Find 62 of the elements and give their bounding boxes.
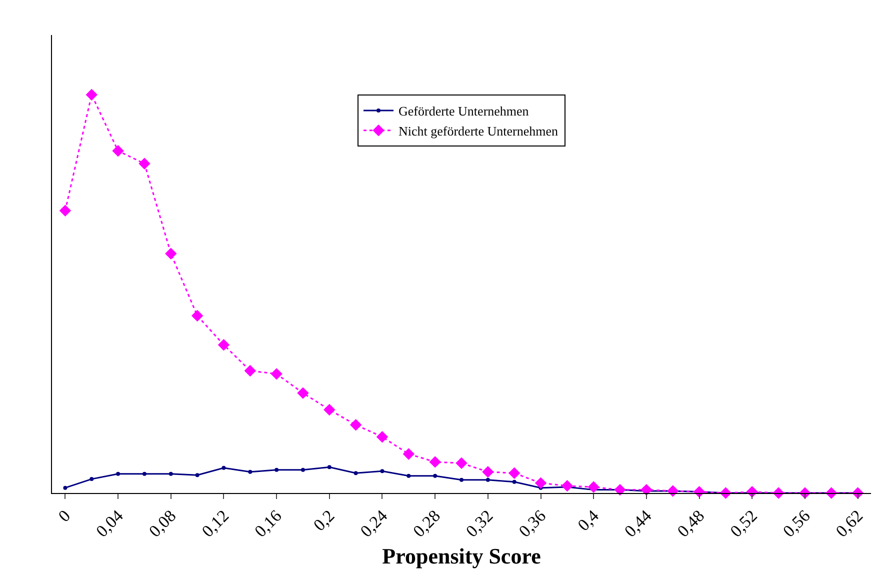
point	[376, 431, 388, 443]
point	[402, 448, 415, 460]
point	[59, 204, 72, 216]
point	[380, 469, 384, 474]
point	[456, 457, 468, 469]
point	[512, 480, 516, 484]
point	[244, 364, 256, 377]
point	[165, 248, 177, 260]
point	[195, 473, 200, 478]
point	[297, 387, 309, 399]
point	[63, 486, 68, 490]
x-tick-label: 0,16	[250, 506, 286, 541]
point	[614, 484, 626, 496]
point	[354, 471, 358, 476]
point	[191, 310, 204, 322]
x-tick-label: 0,24	[356, 506, 392, 541]
legend-label: Nicht geförderte Unternehmen	[398, 123, 559, 138]
point	[720, 487, 732, 499]
point	[222, 466, 226, 470]
point	[508, 467, 520, 479]
x-tick-label: 0,32	[462, 506, 497, 541]
x-tick-label: 0,4	[574, 506, 603, 535]
point	[324, 404, 336, 416]
x-tick-label: 0,08	[145, 506, 180, 541]
x-tick-label: 0	[54, 506, 74, 526]
x-tick-label: 0,12	[198, 506, 233, 541]
point	[142, 472, 146, 476]
point	[460, 478, 464, 482]
x-tick-label: 0,2	[310, 506, 338, 535]
x-tick-label: 0,44	[620, 506, 656, 541]
point	[248, 470, 252, 474]
point	[300, 468, 305, 472]
point	[86, 88, 98, 101]
point	[270, 368, 282, 380]
point	[486, 478, 490, 482]
legend-label: Geförderte Unternehmen	[398, 104, 530, 119]
x-tick-label: 0,36	[515, 506, 550, 541]
point	[218, 339, 230, 351]
point	[588, 481, 600, 493]
point	[116, 472, 120, 476]
point	[138, 158, 150, 170]
point	[429, 456, 441, 468]
x-axis-title: Propensity Score	[382, 544, 542, 569]
x-tick-label: 0,62	[832, 506, 867, 541]
x-tick-label: 0,52	[726, 506, 761, 541]
point	[640, 484, 652, 496]
point	[350, 419, 362, 431]
point	[112, 145, 124, 157]
x-tick-label: 0,56	[779, 506, 814, 541]
point	[534, 477, 547, 489]
point	[168, 472, 173, 476]
point	[406, 474, 411, 478]
point	[667, 485, 679, 497]
point	[561, 480, 574, 492]
x-tick-label: 0,48	[674, 506, 708, 541]
point	[433, 474, 438, 478]
x-tick-label: 0,28	[409, 506, 444, 541]
x-tick-label: 0,04	[92, 506, 128, 541]
point	[482, 466, 494, 478]
point	[327, 465, 332, 470]
point	[274, 468, 279, 472]
point	[90, 477, 94, 482]
